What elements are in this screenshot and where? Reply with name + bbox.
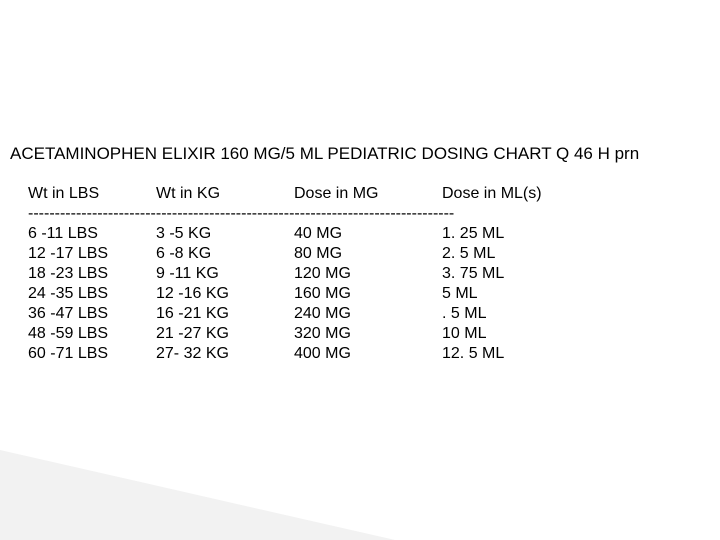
cell-ml: 1. 25 ML <box>442 224 590 244</box>
table-row: 60 -71 LBS 27- 32 KG 400 MG 12. 5 ML <box>28 344 590 364</box>
table-row: 6 -11 LBS 3 -5 KG 40 MG 1. 25 ML <box>28 224 590 244</box>
cell-lbs: 36 -47 LBS <box>28 304 156 324</box>
table-row: 18 -23 LBS 9 -11 KG 120 MG 3. 75 ML <box>28 264 590 284</box>
cell-ml: 2. 5 ML <box>442 244 590 264</box>
cell-lbs: 12 -17 LBS <box>28 244 156 264</box>
table-row: 36 -47 LBS 16 -21 KG 240 MG . 5 ML <box>28 304 590 324</box>
table-header-row: Wt in LBS Wt in KG Dose in MG Dose in ML… <box>28 184 590 204</box>
cell-lbs: 24 -35 LBS <box>28 284 156 304</box>
dosing-table: Wt in LBS Wt in KG Dose in MG Dose in ML… <box>28 184 590 364</box>
divider-row: ----------------------------------------… <box>28 204 590 224</box>
cell-mg: 120 MG <box>294 264 442 284</box>
cell-lbs: 6 -11 LBS <box>28 224 156 244</box>
cell-ml: 3. 75 ML <box>442 264 590 284</box>
col-header-ml: Dose in ML(s) <box>442 184 590 204</box>
cell-kg: 6 -8 KG <box>156 244 294 264</box>
cell-lbs: 48 -59 LBS <box>28 324 156 344</box>
cell-lbs: 60 -71 LBS <box>28 344 156 364</box>
table-row: 24 -35 LBS 12 -16 KG 160 MG 5 ML <box>28 284 590 304</box>
chart-title: ACETAMINOPHEN ELIXIR 160 MG/5 ML PEDIATR… <box>10 144 639 164</box>
decorative-wedge <box>0 450 395 540</box>
cell-mg: 400 MG <box>294 344 442 364</box>
cell-ml: 5 ML <box>442 284 590 304</box>
cell-kg: 3 -5 KG <box>156 224 294 244</box>
cell-mg: 320 MG <box>294 324 442 344</box>
cell-kg: 12 -16 KG <box>156 284 294 304</box>
col-header-lbs: Wt in LBS <box>28 184 156 204</box>
cell-mg: 80 MG <box>294 244 442 264</box>
divider-line: ----------------------------------------… <box>28 205 454 222</box>
cell-kg: 21 -27 KG <box>156 324 294 344</box>
cell-kg: 27- 32 KG <box>156 344 294 364</box>
cell-ml: . 5 ML <box>442 304 590 324</box>
cell-ml: 12. 5 ML <box>442 344 590 364</box>
cell-ml: 10 ML <box>442 324 590 344</box>
cell-mg: 160 MG <box>294 284 442 304</box>
table-row: 12 -17 LBS 6 -8 KG 80 MG 2. 5 ML <box>28 244 590 264</box>
col-header-kg: Wt in KG <box>156 184 294 204</box>
table-row: 48 -59 LBS 21 -27 KG 320 MG 10 ML <box>28 324 590 344</box>
cell-kg: 9 -11 KG <box>156 264 294 284</box>
cell-mg: 40 MG <box>294 224 442 244</box>
col-header-mg: Dose in MG <box>294 184 442 204</box>
cell-lbs: 18 -23 LBS <box>28 264 156 284</box>
cell-kg: 16 -21 KG <box>156 304 294 324</box>
cell-mg: 240 MG <box>294 304 442 324</box>
